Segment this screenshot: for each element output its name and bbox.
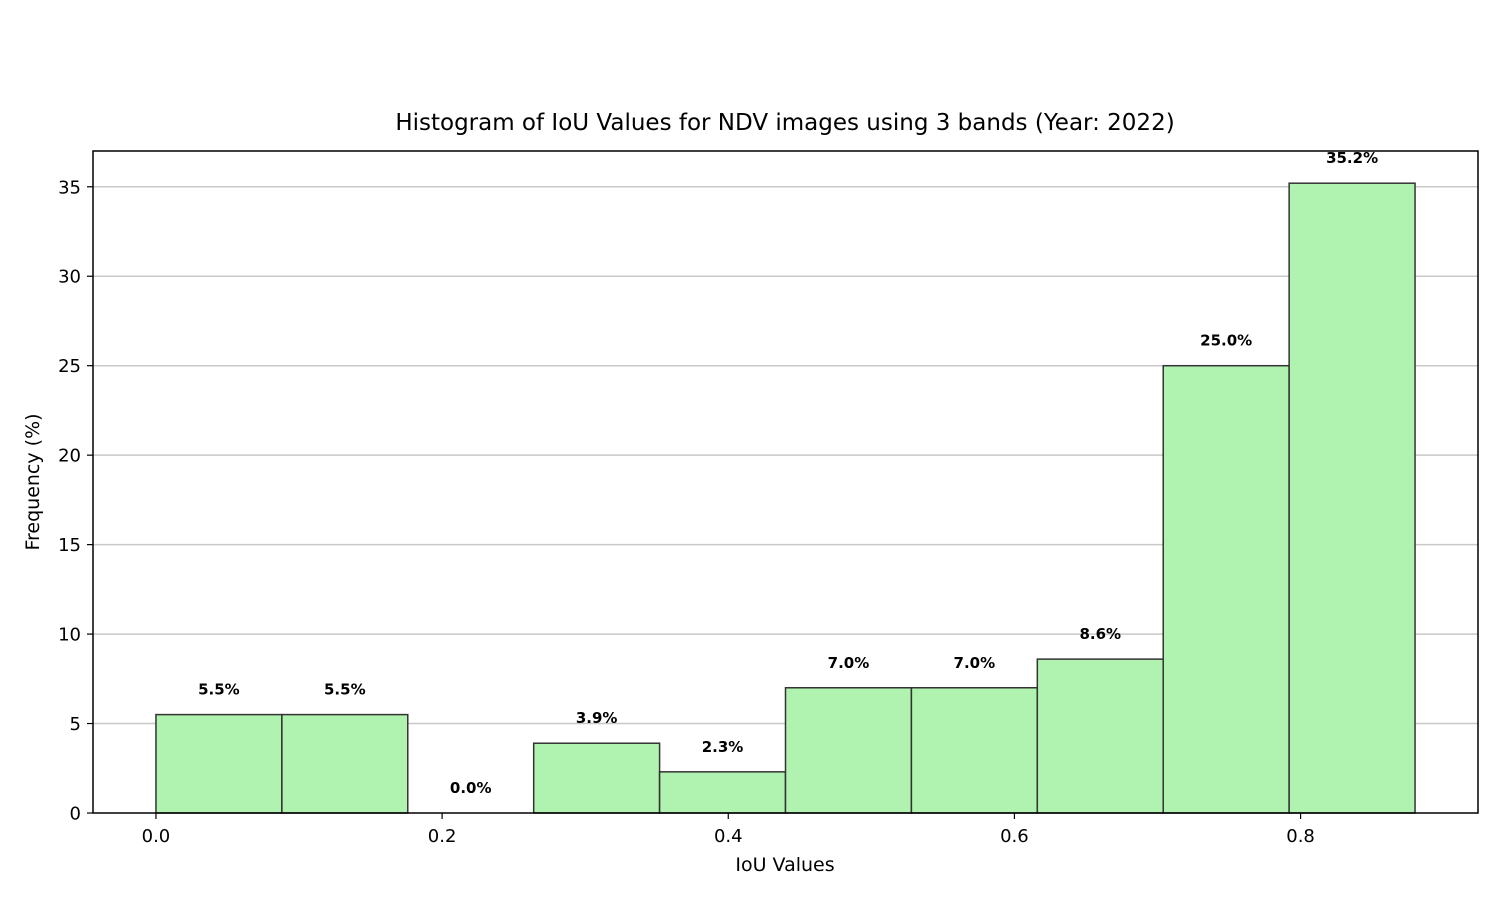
bar-value-label: 3.9% <box>576 709 618 727</box>
y-axis-ticks: 0 5 10 15 20 25 30 35 <box>58 177 93 825</box>
histogram-bar <box>1162 364 1290 814</box>
y-tick-label: 15 <box>58 535 81 556</box>
histogram-bar <box>1036 658 1164 814</box>
y-tick-label: 5 <box>70 714 81 735</box>
bar-value-label: 7.0% <box>828 654 870 672</box>
x-axis-label: IoU Values <box>735 854 834 876</box>
y-tick-label: 10 <box>58 625 81 646</box>
y-tick-label: 0 <box>70 804 81 825</box>
histogram-bar <box>784 687 913 814</box>
x-tick-label: 0.2 <box>428 826 457 847</box>
bar-value-label: 0.0% <box>450 779 492 797</box>
y-axis-label: Frequency (%) <box>22 413 44 550</box>
y-tick-label: 25 <box>58 356 81 377</box>
bar-value-label: 5.5% <box>198 681 240 699</box>
x-tick-label: 0.6 <box>1000 826 1029 847</box>
bar-value-label: 2.3% <box>702 738 744 756</box>
histogram-bar <box>1288 182 1416 814</box>
bar-value-label: 8.6% <box>1079 625 1121 643</box>
bar-value-label: 25.0% <box>1200 332 1252 350</box>
histogram-bar <box>910 687 1039 814</box>
x-tick-label: 0.0 <box>142 826 171 847</box>
plot-frame <box>92 150 1479 814</box>
data-labels: 5.5% 5.5% 0.0% 3.9% 2.3% 7.0% 7.0% 8.6% 25.0% 35.… <box>198 149 1378 797</box>
chart-title: Histogram of IoU Values for NDV images u… <box>395 110 1174 136</box>
x-tick-label: 0.8 <box>1286 826 1315 847</box>
bar-value-label: 7.0% <box>954 654 996 672</box>
y-tick-label: 35 <box>58 177 81 198</box>
y-tick-label: 20 <box>58 446 81 467</box>
bars <box>155 182 1416 814</box>
y-tick-label: 30 <box>58 267 81 288</box>
x-tick-label: 0.4 <box>714 826 743 847</box>
gridlines <box>93 186 1478 725</box>
histogram-bar <box>658 771 787 814</box>
histogram-bar <box>155 713 283 814</box>
histogram-bar <box>532 742 661 814</box>
bar-value-label: 35.2% <box>1326 149 1378 167</box>
bar-value-label: 5.5% <box>324 681 366 699</box>
histogram-bar <box>281 713 409 814</box>
x-axis-ticks: 0.0 0.2 0.4 0.6 0.8 <box>142 813 1315 847</box>
